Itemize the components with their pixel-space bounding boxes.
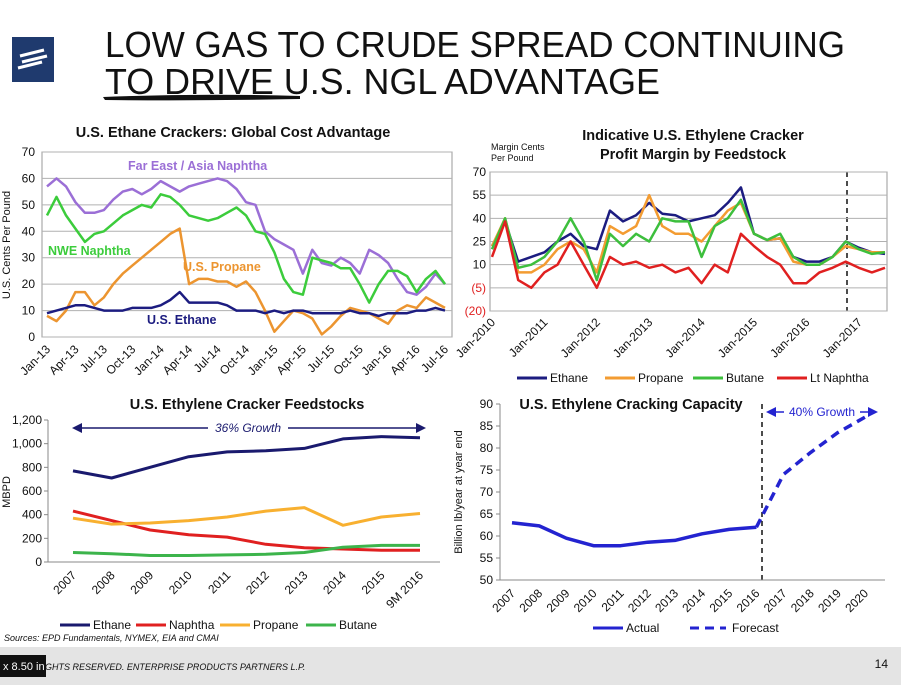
series-line — [46, 177, 446, 296]
y-tick-label: 200 — [22, 531, 42, 545]
y-tick-label: 65 — [480, 507, 494, 521]
chart-title: Indicative U.S. Ethylene Cracker — [582, 128, 804, 144]
y-axis-label: Per Pound — [491, 153, 534, 163]
legend-label: Forecast — [732, 621, 779, 635]
series-line — [45, 193, 447, 304]
y-tick-label: 10 — [22, 304, 36, 318]
logo — [12, 37, 54, 82]
series-label: U.S. Propane — [183, 260, 261, 274]
y-tick-label: 60 — [22, 171, 36, 185]
y-tick-label: 70 — [480, 485, 494, 499]
series-line — [72, 506, 421, 527]
series-line — [490, 198, 886, 282]
chart-title: Profit Margin by Feedstock — [600, 147, 787, 163]
y-tick-label: 85 — [480, 419, 494, 433]
y-tick-label: 25 — [473, 235, 487, 249]
y-axis-label: Billion lb/year at year end — [453, 430, 465, 554]
chart-title: U.S. Ethylene Cracker Feedstocks — [130, 397, 365, 413]
growth-arrow — [72, 420, 426, 436]
legend-label: Naphtha — [169, 618, 215, 632]
y-tick-label: 40 — [473, 211, 487, 225]
ruler-tooltip-box — [0, 655, 46, 677]
y-tick-label: 600 — [22, 484, 42, 498]
page-number: 14 — [875, 657, 889, 671]
chart-title: U.S. Ethylene Cracking Capacity — [519, 397, 742, 413]
y-tick-label: 800 — [22, 460, 42, 474]
series-line — [72, 435, 421, 480]
footer: GHTS RESERVED. ENTERPRISE PRODUCTS PARTN… — [45, 662, 305, 672]
title-underline — [103, 94, 300, 101]
series-label: U.S. Ethane — [147, 313, 217, 327]
y-tick-label: 70 — [22, 145, 36, 159]
y-tick-label: 10 — [473, 258, 487, 272]
y-tick-label: 30 — [22, 251, 36, 265]
series-line — [511, 521, 757, 548]
series-line — [46, 227, 446, 336]
y-tick-label: 1,000 — [12, 437, 42, 451]
annotation: 36% Growth — [215, 421, 281, 435]
growth-arrow — [766, 404, 878, 420]
legend-label: Propane — [253, 618, 299, 632]
y-tick-label: 50 — [480, 573, 494, 587]
series-line — [754, 415, 866, 528]
legend-label: Propane — [638, 371, 684, 385]
legend-label: Butane — [339, 618, 377, 632]
legend-label: Ethane — [93, 618, 131, 632]
legend-label: Butane — [726, 371, 764, 385]
series-label: Far East / Asia Naphtha — [128, 159, 268, 173]
y-axis-label: Margin Cents — [491, 142, 545, 152]
y-tick-label: 1,200 — [12, 413, 42, 427]
y-tick-label: 80 — [480, 441, 494, 455]
y-tick-label: 55 — [473, 188, 487, 202]
y-tick-label: (5) — [471, 281, 486, 295]
series-label: NWE Naphtha — [48, 244, 132, 258]
slide-title: LOW GAS TO CRUDE SPREAD CONTINUING — [105, 24, 845, 65]
y-tick-label: 70 — [473, 165, 487, 179]
ruler-tooltip: x 8.50 in — [3, 661, 45, 673]
series-line — [46, 290, 446, 318]
y-tick-label: 60 — [480, 529, 494, 543]
legend-label: Actual — [626, 621, 659, 635]
y-tick-label: 75 — [480, 463, 494, 477]
y-tick-label: 40 — [22, 224, 36, 238]
legend-label: Lt Naphtha — [810, 371, 869, 385]
y-tick-label: 90 — [480, 397, 494, 411]
annotation: 40% Growth — [789, 405, 855, 419]
y-tick-label: 0 — [35, 555, 42, 569]
series-line — [72, 543, 420, 557]
series-line — [490, 220, 886, 290]
sources: Sources: EPD Fundamentals, NYMEX, EIA an… — [4, 633, 219, 643]
y-axis-label: U.S. Cents Per Pound — [1, 191, 13, 299]
y-tick-label: 400 — [22, 508, 42, 522]
legend-label: Ethane — [550, 371, 588, 385]
y-tick-label: 50 — [22, 198, 36, 212]
footer-bar — [0, 647, 901, 685]
y-tick-label: (20) — [465, 304, 486, 318]
y-tick-label: 20 — [22, 277, 36, 291]
chart-title: U.S. Ethane Crackers: Global Cost Advant… — [76, 125, 391, 141]
y-axis-label: MBPD — [1, 476, 13, 508]
y-tick-label: 55 — [480, 551, 494, 565]
y-tick-label: 0 — [28, 330, 35, 344]
series-line — [72, 509, 420, 552]
